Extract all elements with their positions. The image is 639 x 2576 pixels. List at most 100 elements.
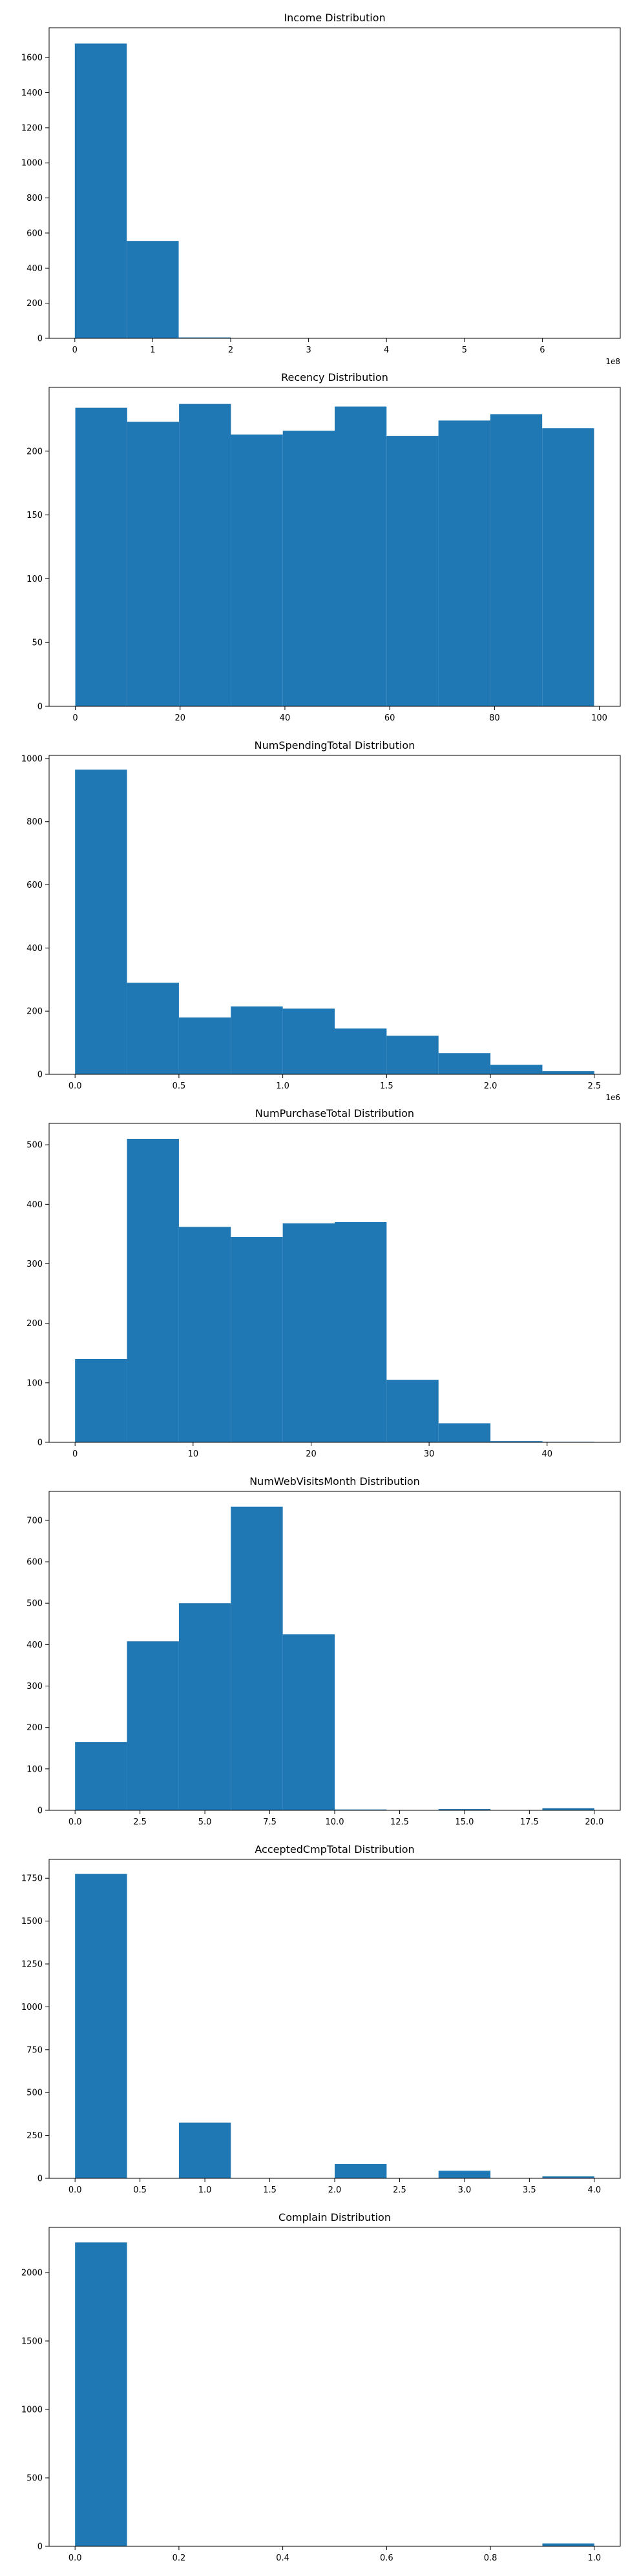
x-tick-label: 10 <box>188 1449 199 1459</box>
x-tick-label: 2.5 <box>133 1817 147 1827</box>
x-tick-label: 10.0 <box>326 1817 344 1827</box>
y-tick-label: 1250 <box>21 1960 43 1970</box>
bar <box>127 1138 179 1442</box>
y-tick-label: 0 <box>37 334 43 344</box>
bar <box>231 434 283 706</box>
x-tick-label: 20 <box>306 1449 317 1459</box>
x-tick-label: 0.0 <box>68 1817 82 1827</box>
x-tick-label: 0 <box>72 1449 78 1459</box>
y-tick-label: 100 <box>26 1378 43 1388</box>
bar <box>490 414 543 706</box>
y-tick-label: 500 <box>26 2089 43 2098</box>
y-tick-label: 500 <box>26 1141 43 1150</box>
y-tick-label: 700 <box>26 1516 43 1526</box>
y-tick-label: 200 <box>26 1007 43 1017</box>
y-tick-label: 0 <box>37 1438 43 1448</box>
x-tick-label: 3 <box>306 345 311 355</box>
x-tick-label: 4.0 <box>587 2185 601 2195</box>
chart-title: NumPurchaseTotal Distribution <box>255 1107 414 1119</box>
x-tick-label: 0.0 <box>68 2185 82 2195</box>
plot-frame <box>48 387 621 707</box>
x-tick-label: 0.2 <box>173 2553 186 2563</box>
x-tick-label: 0.6 <box>380 2553 393 2563</box>
y-tick-label: 200 <box>26 1319 43 1329</box>
y-tick-label: 0 <box>37 702 43 712</box>
x-tick-label: 17.5 <box>520 1817 539 1827</box>
y-tick-label: 100 <box>26 575 43 584</box>
x-tick-label: 0.0 <box>68 2553 82 2563</box>
bar <box>282 1008 335 1074</box>
y-tick-label: 400 <box>26 1641 43 1650</box>
y-tick-label: 1200 <box>21 123 43 133</box>
y-tick-label: 1600 <box>21 54 43 63</box>
y-tick-label: 750 <box>26 2045 43 2055</box>
x-tick-label: 2.0 <box>484 1081 498 1091</box>
bar <box>178 1603 231 1810</box>
x-tick-label: 40 <box>280 713 291 723</box>
bar <box>542 2176 594 2178</box>
x-tick-label: 12.5 <box>390 1817 409 1827</box>
y-tick-label: 200 <box>26 1723 43 1733</box>
x-tick-label: 5 <box>462 345 467 355</box>
x-tick-label: 20.0 <box>585 1817 603 1827</box>
x-offset-label: 1e6 <box>605 1093 620 1102</box>
x-tick-label: 2.0 <box>328 2185 342 2195</box>
y-tick-label: 1500 <box>21 1917 43 1927</box>
x-tick-label: 0 <box>72 345 78 355</box>
x-tick-label: 20 <box>174 713 185 723</box>
y-tick-label: 1000 <box>21 2003 43 2012</box>
y-tick-label: 1750 <box>21 1874 43 1884</box>
histogram-panel-5: NumWebVisitsMonth Distribution 0.0 2.5 5.0 7… <box>26 1475 621 1827</box>
y-tick-label: 400 <box>26 264 43 274</box>
y-tick-label: 500 <box>26 1599 43 1609</box>
x-tick-label: 4 <box>384 345 389 355</box>
bar <box>75 1874 127 2178</box>
bar <box>127 983 179 1074</box>
y-tick-label: 200 <box>26 299 43 309</box>
bar <box>490 1441 543 1442</box>
y-tick-label: 50 <box>32 639 43 648</box>
bar <box>178 2122 231 2178</box>
bar <box>438 1423 491 1442</box>
y-tick-label: 0 <box>37 1806 43 1816</box>
x-tick-label: 60 <box>384 713 395 723</box>
y-tick-label: 300 <box>26 1682 43 1692</box>
x-tick-label: 2.5 <box>587 1081 601 1091</box>
x-tick-label: 0 <box>72 713 78 723</box>
bar <box>542 2543 594 2546</box>
y-tick-label: 800 <box>26 817 43 827</box>
x-tick-label: 0.4 <box>276 2553 289 2563</box>
x-tick-label: 1 <box>150 345 155 355</box>
y-tick-label: 600 <box>26 229 43 238</box>
bar <box>335 1222 387 1442</box>
y-tick-label: 1400 <box>21 88 43 98</box>
y-tick-label: 600 <box>26 1558 43 1568</box>
x-tick-label: 40 <box>541 1449 552 1459</box>
x-tick-label: 5.0 <box>198 1817 212 1827</box>
plot-frame <box>48 1859 621 2179</box>
bar <box>178 1017 231 1074</box>
bar <box>231 1006 283 1074</box>
bar <box>75 407 127 706</box>
histogram-panel-1: Income Distribution 0 1 2 3 4 5 6 0 200 400 600 800 1… <box>21 12 621 366</box>
y-tick-label: 0 <box>37 1070 43 1080</box>
x-offset-label: 1e8 <box>605 357 620 366</box>
histogram-panel-3: NumSpendingTotal Distribution 0.0 0.5 1.0 1.… <box>21 739 621 1102</box>
x-tick-label: 7.5 <box>263 1817 277 1827</box>
bar <box>127 1641 179 1810</box>
plot-frame <box>48 27 621 339</box>
x-tick-label: 1.0 <box>198 2185 212 2195</box>
bar <box>179 404 231 706</box>
bar <box>542 428 594 706</box>
bar <box>438 2171 491 2178</box>
x-tick-label: 0.0 <box>68 1081 82 1091</box>
x-tick-label: 2 <box>228 345 233 355</box>
bar <box>282 1634 335 1810</box>
histogram-panel-7: Complain Distribution 0.0 0.2 0.4 0.6 0.8 1.0 0… <box>21 2211 621 2563</box>
bar <box>386 1036 439 1074</box>
bar <box>75 1358 127 1442</box>
bar <box>542 1071 594 1074</box>
plot-frame <box>48 755 621 1075</box>
